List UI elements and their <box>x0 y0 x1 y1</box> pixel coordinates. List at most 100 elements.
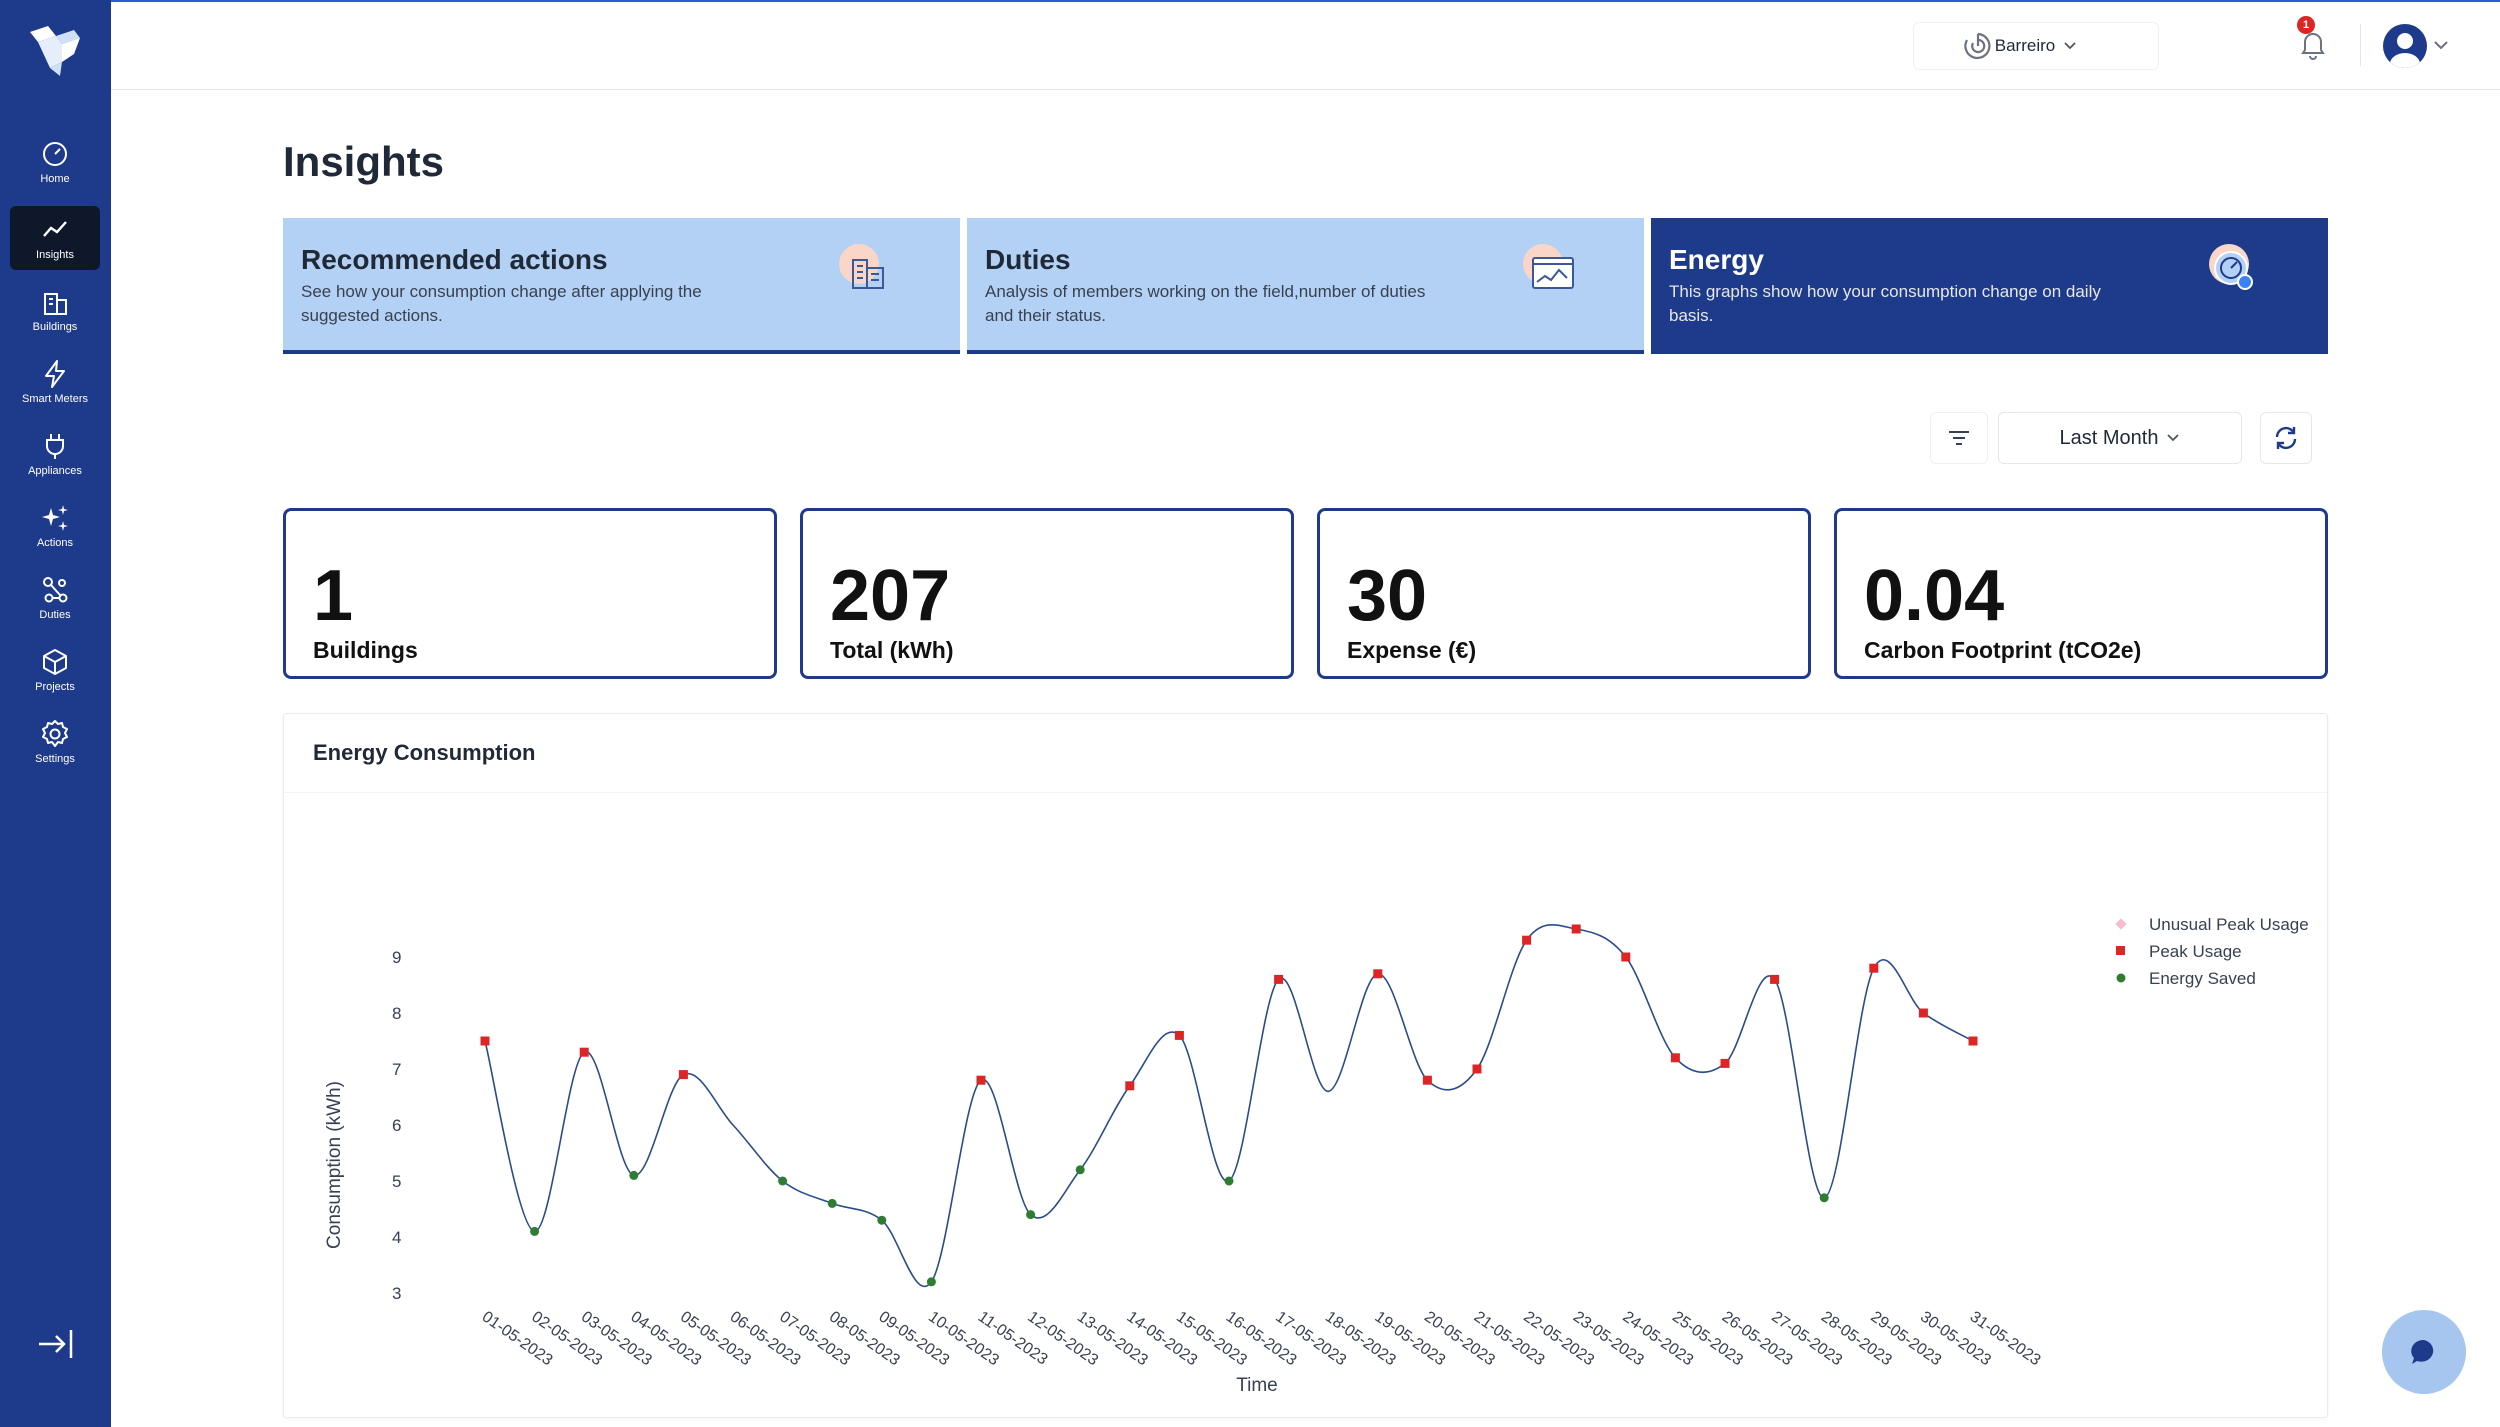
energy-saved-point <box>530 1226 540 1236</box>
stat-value: 1 <box>313 556 354 636</box>
energy-saved-point <box>877 1215 887 1225</box>
divider <box>2360 24 2361 66</box>
peak-usage-point <box>1522 935 1532 945</box>
x-axis-label: Time <box>1236 1375 1278 1396</box>
bolt-icon <box>45 360 65 388</box>
sidebar-item-label: Buildings <box>32 321 78 333</box>
sidebar-item-appliances[interactable]: Appliances <box>10 422 100 486</box>
sidebar-item-label: Appliances <box>28 465 82 477</box>
card-description: This graphs show how your consumption ch… <box>1669 282 2101 325</box>
stat-card-carbon-footprint: 0.04 Carbon Footprint (tCO2e) <box>1834 508 2328 679</box>
card-description: See how your consumption change after ap… <box>301 282 702 325</box>
y-tick-label: 3 <box>392 1284 401 1303</box>
network-icon <box>43 577 68 603</box>
legend-marker-peak-usage <box>2116 946 2125 955</box>
stat-card-total: 207 Total (kWh) <box>800 508 1294 679</box>
site-select[interactable]: Barreiro <box>1913 22 2159 70</box>
stat-label: Carbon Footprint (tCO2e) <box>1864 637 2142 663</box>
refresh-button[interactable] <box>2260 412 2312 464</box>
sidebar-item-home[interactable]: Home <box>10 130 100 194</box>
peak-usage-point <box>1968 1036 1978 1046</box>
stat-card-buildings: 1 Buildings <box>283 508 777 679</box>
energy-saved-point <box>778 1176 788 1186</box>
avatar[interactable] <box>2383 24 2427 68</box>
site-select-value: Barreiro <box>1994 36 2056 55</box>
sidebar-item-duties[interactable]: Duties <box>10 566 100 630</box>
peak-usage-point <box>1720 1058 1730 1068</box>
buildings-icon <box>44 293 67 315</box>
card-recommended-actions[interactable]: Recommended actions See how your consump… <box>283 218 960 354</box>
legend-label: Energy Saved <box>2149 969 2256 988</box>
card-duties[interactable]: Duties Analysis of members working on th… <box>967 218 1644 354</box>
cube-icon <box>43 649 67 675</box>
consumption-line <box>484 924 1974 1288</box>
timer-icon[interactable] <box>1958 26 1998 66</box>
energy-saved-point <box>1026 1210 1036 1220</box>
stat-value: 207 <box>830 556 951 636</box>
page-title: Insights <box>283 138 445 185</box>
sidebar-item-insights[interactable]: Insights <box>10 206 100 270</box>
y-tick-label: 8 <box>392 1004 401 1023</box>
y-tick-label: 4 <box>392 1228 401 1247</box>
sidebar-item-actions[interactable]: Actions <box>10 494 100 558</box>
energy-saved-point <box>629 1170 639 1180</box>
card-title: Energy <box>1669 244 1764 275</box>
period-select[interactable]: Last Month <box>1998 412 2242 464</box>
sidebar-item-smart-meters[interactable]: Smart Meters <box>10 350 100 414</box>
y-tick-label: 6 <box>392 1116 401 1135</box>
y-tick-label: 5 <box>392 1172 401 1191</box>
filter-icon <box>1949 431 1969 445</box>
gear-icon <box>42 720 68 747</box>
refresh-icon <box>2275 426 2297 450</box>
home-icon <box>43 142 67 166</box>
panel-title: Energy Consumption <box>313 740 536 765</box>
sidebar-item-settings[interactable]: Settings <box>10 710 100 774</box>
sidebar-item-buildings[interactable]: Buildings <box>10 278 100 342</box>
sidebar-item-label: Insights <box>36 249 74 261</box>
sidebar: Home Insights Buildings Smart Meters App… <box>0 0 111 1427</box>
stat-label: Buildings <box>313 637 418 663</box>
peak-usage-point <box>1174 1030 1184 1040</box>
peak-usage-point <box>1571 924 1581 934</box>
peak-usage-point <box>976 1075 986 1085</box>
energy-saved-point <box>827 1198 837 1208</box>
card-description: Analysis of members working on the field… <box>985 282 1426 325</box>
chat-button[interactable] <box>2382 1310 2466 1394</box>
energy-gauge-icon <box>2209 244 2253 290</box>
sparkles-icon <box>42 505 68 531</box>
y-axis-label: Consumption (kWh) <box>324 1081 345 1249</box>
legend-label: Peak Usage <box>2149 942 2242 961</box>
sidebar-item-label: Projects <box>35 681 75 693</box>
app-logo[interactable] <box>26 24 84 78</box>
y-tick-label: 9 <box>392 948 401 967</box>
sidebar-item-projects[interactable]: Projects <box>10 638 100 702</box>
peak-usage-point <box>1373 969 1383 979</box>
sidebar-item-label: Smart Meters <box>21 393 88 405</box>
card-energy[interactable]: Energy This graphs show how your consump… <box>1651 218 2328 354</box>
legend-marker-unusual-peak <box>2115 918 2127 930</box>
energy-saved-point <box>1224 1176 1234 1186</box>
peak-usage-point <box>1472 1064 1482 1074</box>
sidebar-item-label: Duties <box>39 609 71 621</box>
peak-usage-point <box>1274 974 1284 984</box>
chevron-down-icon[interactable] <box>2432 38 2450 52</box>
buildings-illustration-icon <box>839 244 884 289</box>
legend-label: Unusual Peak Usage <box>2149 915 2309 934</box>
logout-icon[interactable] <box>36 1326 76 1362</box>
stat-value: 0.04 <box>1864 556 2005 636</box>
peak-usage-point <box>1125 1081 1135 1091</box>
user-icon <box>2390 33 2420 68</box>
chart-window-icon <box>1523 244 1574 289</box>
stat-label: Expense (€) <box>1347 637 1477 663</box>
peak-usage-point <box>1918 1008 1928 1018</box>
chevron-down-icon <box>2167 434 2180 442</box>
notification-badge: 1 <box>2297 16 2315 34</box>
filter-button[interactable] <box>1930 412 1988 464</box>
sidebar-item-label: Settings <box>35 753 75 765</box>
peak-usage-point <box>1422 1075 1432 1085</box>
bell-icon[interactable] <box>2295 26 2331 62</box>
energy-saved-point <box>926 1277 936 1287</box>
sidebar-item-label: Actions <box>36 537 74 549</box>
energy-consumption-panel: Energy Consumption 3 4 5 6 7 8 9 Consumption (k… <box>283 713 2328 1418</box>
chevron-down-icon <box>2064 42 2076 50</box>
